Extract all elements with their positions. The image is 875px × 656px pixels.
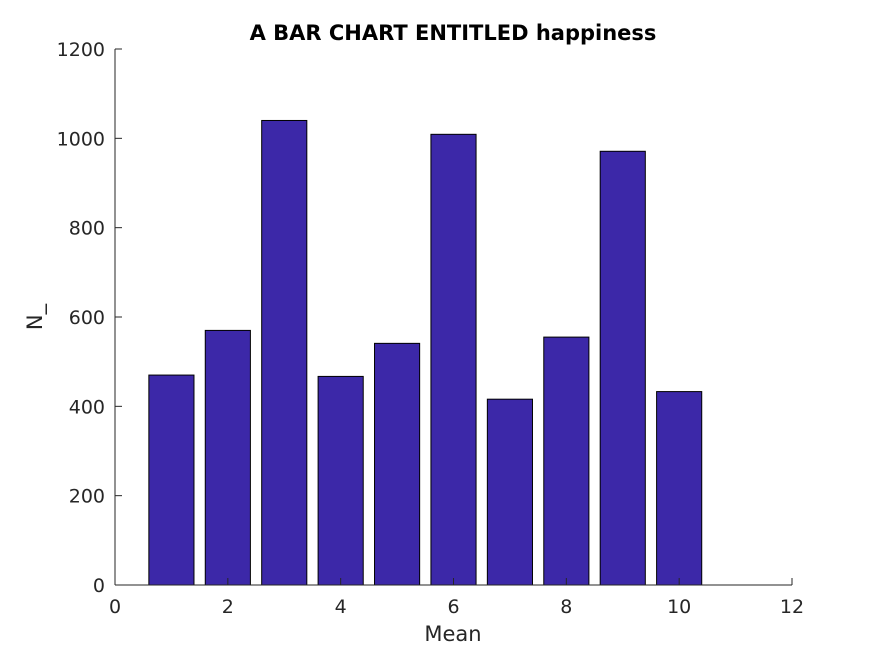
bar-3 — [261, 119, 308, 586]
x-tick-label: 6 — [447, 596, 459, 618]
x-tick-label: 0 — [109, 596, 121, 618]
x-tick-label: 4 — [335, 596, 347, 618]
bar-8 — [543, 336, 590, 586]
y-tick-label: 800 — [69, 218, 105, 240]
y-tick-label: 1000 — [57, 128, 105, 150]
x-tick-label: 8 — [560, 596, 572, 618]
bar-5 — [374, 342, 421, 586]
bar-10 — [656, 391, 703, 586]
x-tick-label: 2 — [222, 596, 234, 618]
x-axis-label: Mean — [424, 622, 481, 646]
axes-group: 0 2 4 6 8 10 12 0 200 400 600 800 1000 1200 — [57, 39, 804, 618]
bars-group — [148, 119, 703, 586]
y-tick-label: 200 — [69, 486, 105, 508]
y-tick-label: 0 — [93, 575, 105, 597]
y-axis-label: N_ — [23, 303, 48, 330]
bar-9 — [599, 150, 646, 586]
x-tick-label: 10 — [667, 596, 691, 618]
bar-4 — [317, 375, 364, 586]
y-tick-label: 600 — [69, 307, 105, 329]
bar-1 — [148, 374, 195, 586]
bar-2 — [204, 329, 251, 586]
y-tick-label: 1200 — [57, 39, 105, 61]
y-tick-label: 400 — [69, 396, 105, 418]
x-tick-label: 12 — [780, 596, 804, 618]
chart-title: A BAR CHART ENTITLED happiness — [250, 21, 657, 45]
bar-6 — [430, 133, 477, 586]
bar-7 — [486, 398, 533, 586]
